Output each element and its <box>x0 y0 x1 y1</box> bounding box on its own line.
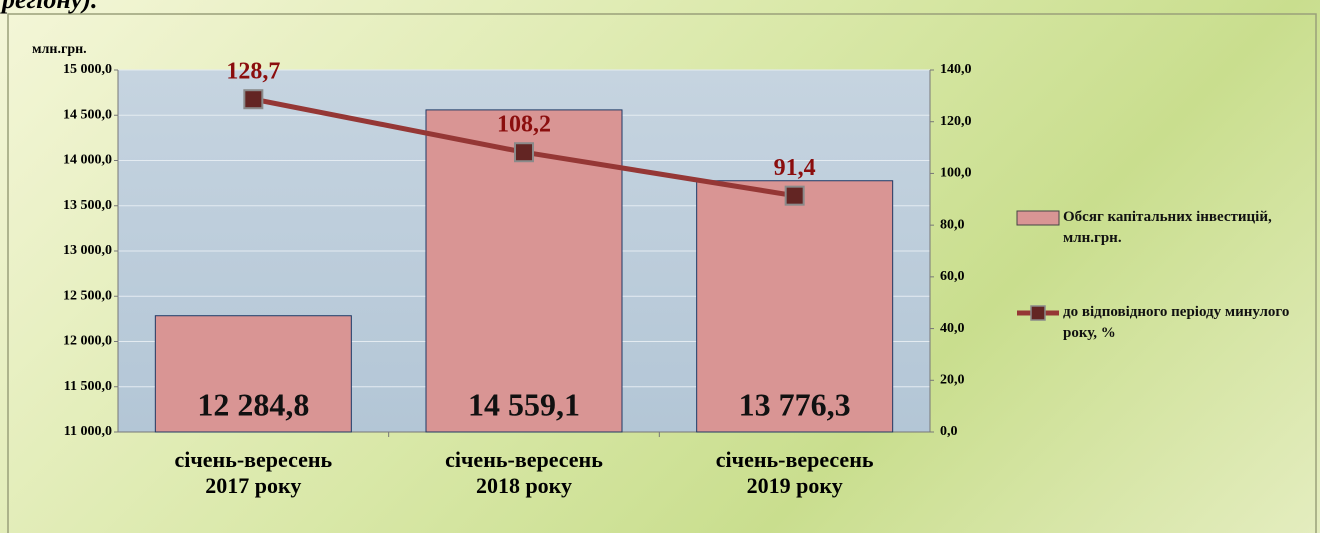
y2-tick-label: 100,0 <box>940 166 972 181</box>
line-value-label: 91,4 <box>774 155 816 181</box>
y-tick-label: 14 000,0 <box>63 153 112 168</box>
chart-frame <box>7 13 1317 533</box>
legend-label: до відповідного періоду минулого року, % <box>1063 304 1290 341</box>
bar-value-label: 13 776,3 <box>739 386 851 422</box>
y2-tick-label: 120,0 <box>940 114 972 129</box>
y2-tick-label: 20,0 <box>940 373 965 388</box>
line-value-label: 128,7 <box>226 59 280 85</box>
y-tick-label: 11 500,0 <box>64 379 112 394</box>
bar <box>154 315 352 433</box>
x-tick-label: 2018 року <box>476 473 572 498</box>
y-tick-label: 14 500,0 <box>63 107 112 122</box>
y-tick-label: 12 500,0 <box>63 288 112 303</box>
legend-swatch <box>1030 305 1046 321</box>
legend-swatch <box>1016 210 1060 226</box>
bar-value-label: 14 559,1 <box>468 386 580 422</box>
legend-label: Обсяг капітальних інвестицій, млн.грн. <box>1063 209 1272 246</box>
line-value-label: 108,2 <box>497 112 551 138</box>
line-marker <box>243 89 264 110</box>
y-tick-label: 13 000,0 <box>63 243 112 258</box>
y2-tick-label: 0,0 <box>940 424 958 439</box>
y-tick-label: 12 000,0 <box>63 334 112 349</box>
y2-tick-label: 60,0 <box>940 269 965 284</box>
x-tick-label: січень-вересень <box>716 447 874 472</box>
y-tick-label: 13 500,0 <box>63 198 112 213</box>
x-tick-label: січень-вересень <box>174 447 332 472</box>
line-marker <box>784 185 805 206</box>
line-marker <box>514 142 534 163</box>
bar-value-label: 12 284,8 <box>197 386 309 422</box>
y-tick-label: 15 000,0 <box>63 62 112 77</box>
x-tick-label: 2017 року <box>205 473 301 498</box>
caption-fragment: регіону). <box>0 0 98 14</box>
bar <box>696 180 894 433</box>
x-tick-label: січень-вересень <box>445 447 603 472</box>
y-axis-label: млн.грн. <box>32 42 87 57</box>
y2-tick-label: 140,0 <box>940 62 972 77</box>
x-tick-label: 2019 року <box>747 473 843 498</box>
y-tick-label: 11 000,0 <box>64 424 112 439</box>
y2-tick-label: 80,0 <box>940 217 965 232</box>
y2-tick-label: 40,0 <box>940 321 965 336</box>
